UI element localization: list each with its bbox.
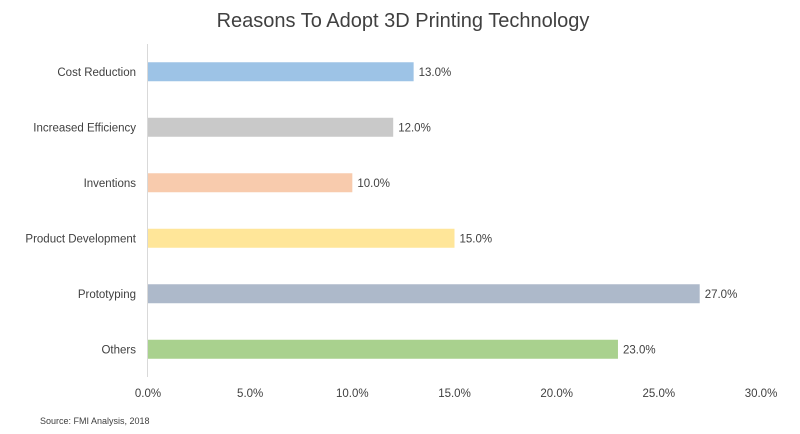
bar-3 [148, 228, 455, 248]
category-label: Inventions [84, 178, 137, 190]
bar-4 [148, 284, 700, 304]
bar-1 [148, 117, 394, 137]
chart-title: Reasons To Adopt 3D Printing Technology [217, 10, 590, 32]
x-tick-label: 25.0% [643, 388, 676, 400]
bar-2 [148, 173, 353, 193]
x-tick-label: 10.0% [336, 388, 369, 400]
data-label: 27.0% [705, 289, 738, 301]
x-tick-label: 5.0% [237, 388, 263, 400]
x-tick-labels: 0.0% 5.0% 10.0% 15.0% 20.0% 25.0% 30.0% [135, 388, 777, 400]
x-tick-label: 30.0% [745, 388, 778, 400]
data-label: 10.0% [357, 178, 390, 190]
data-label: 12.0% [398, 122, 431, 134]
data-label: 23.0% [623, 344, 656, 356]
category-label: Product Development [25, 233, 136, 245]
category-label: Others [101, 344, 136, 356]
category-label: Cost Reduction [57, 67, 136, 79]
x-tick-label: 0.0% [135, 388, 161, 400]
category-label: Prototyping [78, 289, 136, 301]
bar-5 [148, 339, 618, 359]
x-tick-label: 15.0% [438, 388, 471, 400]
category-label: Increased Efficiency [33, 122, 136, 134]
data-label: 13.0% [419, 67, 452, 79]
data-label: 15.0% [460, 233, 493, 245]
bar-0 [148, 62, 414, 82]
x-tick-label: 20.0% [540, 388, 573, 400]
bars-group: Cost Reduction 13.0% Increased Efficiency 1… [25, 62, 737, 359]
source-note: Source: FMI Analysis, 2018 [40, 416, 150, 426]
